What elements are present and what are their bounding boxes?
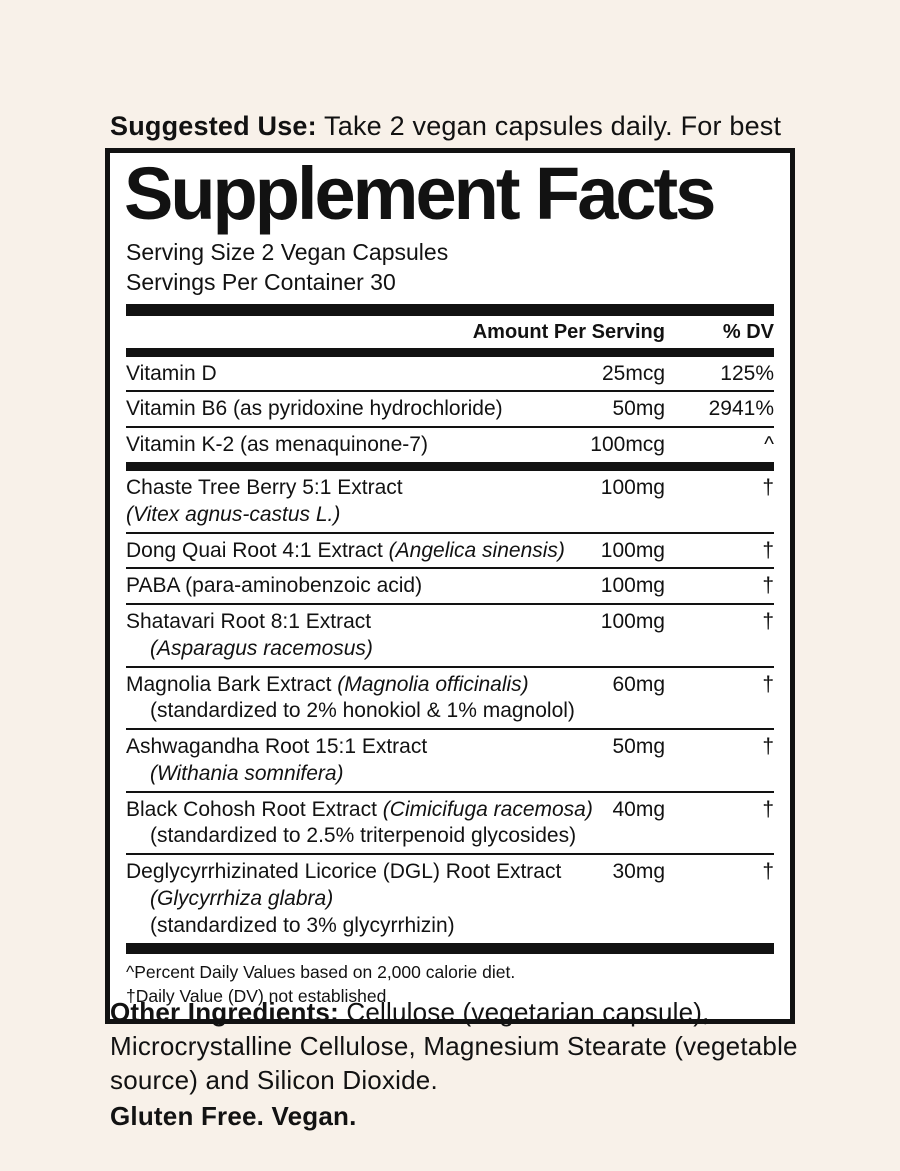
table-row-vitamin-d: Vitamin D 25mcg 125%: [126, 357, 774, 393]
ingredient-amount: 50mg: [612, 735, 665, 759]
ingredient-name-text: Dong Quai Root 4:1 Extract: [126, 538, 383, 562]
table-row-dong-quai: Dong Quai Root 4:1 Extract (Angelica sin…: [126, 534, 774, 570]
footnotes: ^Percent Daily Values based on 2,000 cal…: [126, 954, 774, 1011]
table-row-magnolia-bark: Magnolia Bark Extract (Magnolia officina…: [126, 668, 774, 731]
table-row-shatavari: Shatavari Root 8:1 Extract 100mg † (Aspa…: [126, 605, 774, 668]
ingredient-dv: ^: [764, 433, 774, 457]
ingredient-species: (Vitex agnus-castus L.): [126, 502, 341, 526]
diet-badges: Gluten Free. Vegan.: [110, 1101, 357, 1132]
ingredient-name: Chaste Tree Berry 5:1 Extract: [126, 476, 403, 500]
divider-thick-top: [126, 303, 774, 316]
divider-thick-header: [126, 347, 774, 357]
ingredient-dv: †: [762, 797, 774, 821]
ingredient-amount: 60mg: [612, 672, 665, 696]
ingredient-standardization: (standardized to 2% honokiol & 1% magnol…: [150, 699, 575, 723]
ingredient-amount: 100mg: [600, 476, 665, 500]
ingredient-dv: 2941%: [708, 397, 774, 421]
divider-thick-footnotes: [126, 944, 774, 954]
other-ingredients-body: Cellulose (vegetarian capsule), Microcry…: [110, 997, 798, 1095]
other-ingredients-label: Other Ingredients:: [110, 997, 339, 1027]
column-header-amount: Amount Per Serving: [472, 320, 665, 343]
ingredient-species-inline: (Magnolia officinalis): [337, 672, 529, 696]
column-header-dv: % DV: [722, 320, 774, 343]
ingredient-dv: †: [762, 860, 774, 884]
other-ingredients-block: Other Ingredients: Cellulose (vegetarian…: [110, 996, 816, 1134]
table-row-paba: PABA (para-aminobenzoic acid) 100mg †: [126, 569, 774, 606]
ingredient-name: Deglycyrrhizinated Licorice (DGL) Root E…: [126, 860, 562, 884]
ingredient-standardization: (standardized to 2.5% triterpenoid glyco…: [150, 824, 577, 848]
table-row-ashwagandha: Ashwagandha Root 15:1 Extract 50mg † (Wi…: [126, 730, 774, 793]
ingredient-species-inline: (Angelica sinensis): [388, 538, 565, 562]
ingredient-amount: 100mg: [600, 610, 665, 634]
serving-size: Serving Size 2 Vegan Capsules: [126, 239, 449, 265]
ingredient-dv: †: [762, 476, 774, 500]
table-row-chaste-tree-berry: Chaste Tree Berry 5:1 Extract 100mg † (V…: [126, 471, 774, 534]
ingredient-amount: 30mg: [612, 860, 665, 884]
ingredient-dv: †: [762, 672, 774, 696]
ingredient-name: PABA (para-aminobenzoic acid): [126, 574, 423, 598]
footnote-percent-dv: ^Percent Daily Values based on 2,000 cal…: [126, 961, 516, 982]
ingredient-dv: †: [762, 538, 774, 562]
supplement-facts-panel: Supplement Facts Serving Size 2 Vegan Ca…: [105, 148, 795, 1024]
ingredient-name-text: Black Cohosh Root Extract: [126, 797, 377, 821]
ingredient-amount: 100mcg: [590, 433, 665, 457]
suggested-use-label: Suggested Use:: [110, 111, 317, 141]
ingredient-name: Shatavari Root 8:1 Extract: [126, 610, 372, 634]
ingredient-amount: 100mg: [600, 574, 665, 598]
ingredient-name: Vitamin D: [126, 361, 217, 385]
footnote-dv-not-established: †Daily Value (DV) not established: [126, 986, 387, 1006]
table-header-row: Amount Per Serving % DV: [126, 316, 774, 348]
ingredient-species: (Glycyrrhiza glabra): [150, 886, 334, 910]
table-row-black-cohosh: Black Cohosh Root Extract (Cimicifuga ra…: [126, 793, 774, 856]
other-ingredients-text: Other Ingredients: Cellulose (vegetarian…: [110, 996, 816, 1097]
ingredient-name: Vitamin K-2 (as menaquinone-7): [126, 433, 428, 457]
ingredient-dv: †: [762, 574, 774, 598]
table-row-dgl-licorice: Deglycyrrhizinated Licorice (DGL) Root E…: [126, 855, 774, 945]
ingredient-name: Vitamin B6 (as pyridoxine hydrochloride): [126, 397, 503, 421]
ingredient-name: Dong Quai Root 4:1 Extract (Angelica sin…: [126, 539, 585, 564]
ingredient-dv: †: [762, 610, 774, 634]
ingredient-dv: 125%: [720, 361, 774, 385]
ingredient-species: (Asparagus racemosus): [150, 636, 373, 660]
ingredient-amount: 25mcg: [601, 361, 665, 385]
table-row-vitamin-k2: Vitamin K-2 (as menaquinone-7) 100mcg ^: [126, 428, 774, 472]
ingredient-standardization: (standardized to 3% glycyrrhizin): [150, 913, 455, 937]
ingredient-amount: 40mg: [612, 797, 665, 821]
ingredient-dv: †: [762, 735, 774, 759]
ingredient-name: Magnolia Bark Extract (Magnolia officina…: [126, 673, 585, 698]
servings-per-container: Servings Per Container 30: [126, 269, 396, 296]
panel-title: Supplement Facts: [124, 152, 716, 235]
ingredient-name: Ashwagandha Root 15:1 Extract: [126, 735, 428, 759]
ingredient-amount: 100mg: [600, 538, 665, 562]
ingredient-species: (Withania somnifera): [150, 761, 344, 785]
table-row-vitamin-b6: Vitamin B6 (as pyridoxine hydrochloride)…: [126, 392, 774, 429]
ingredient-species-inline: (Cimicifuga racemosa): [382, 797, 593, 821]
ingredient-name: Black Cohosh Root Extract (Cimicifuga ra…: [126, 797, 593, 823]
ingredient-amount: 50mg: [612, 397, 665, 421]
ingredient-name-text: Magnolia Bark Extract: [126, 672, 332, 696]
